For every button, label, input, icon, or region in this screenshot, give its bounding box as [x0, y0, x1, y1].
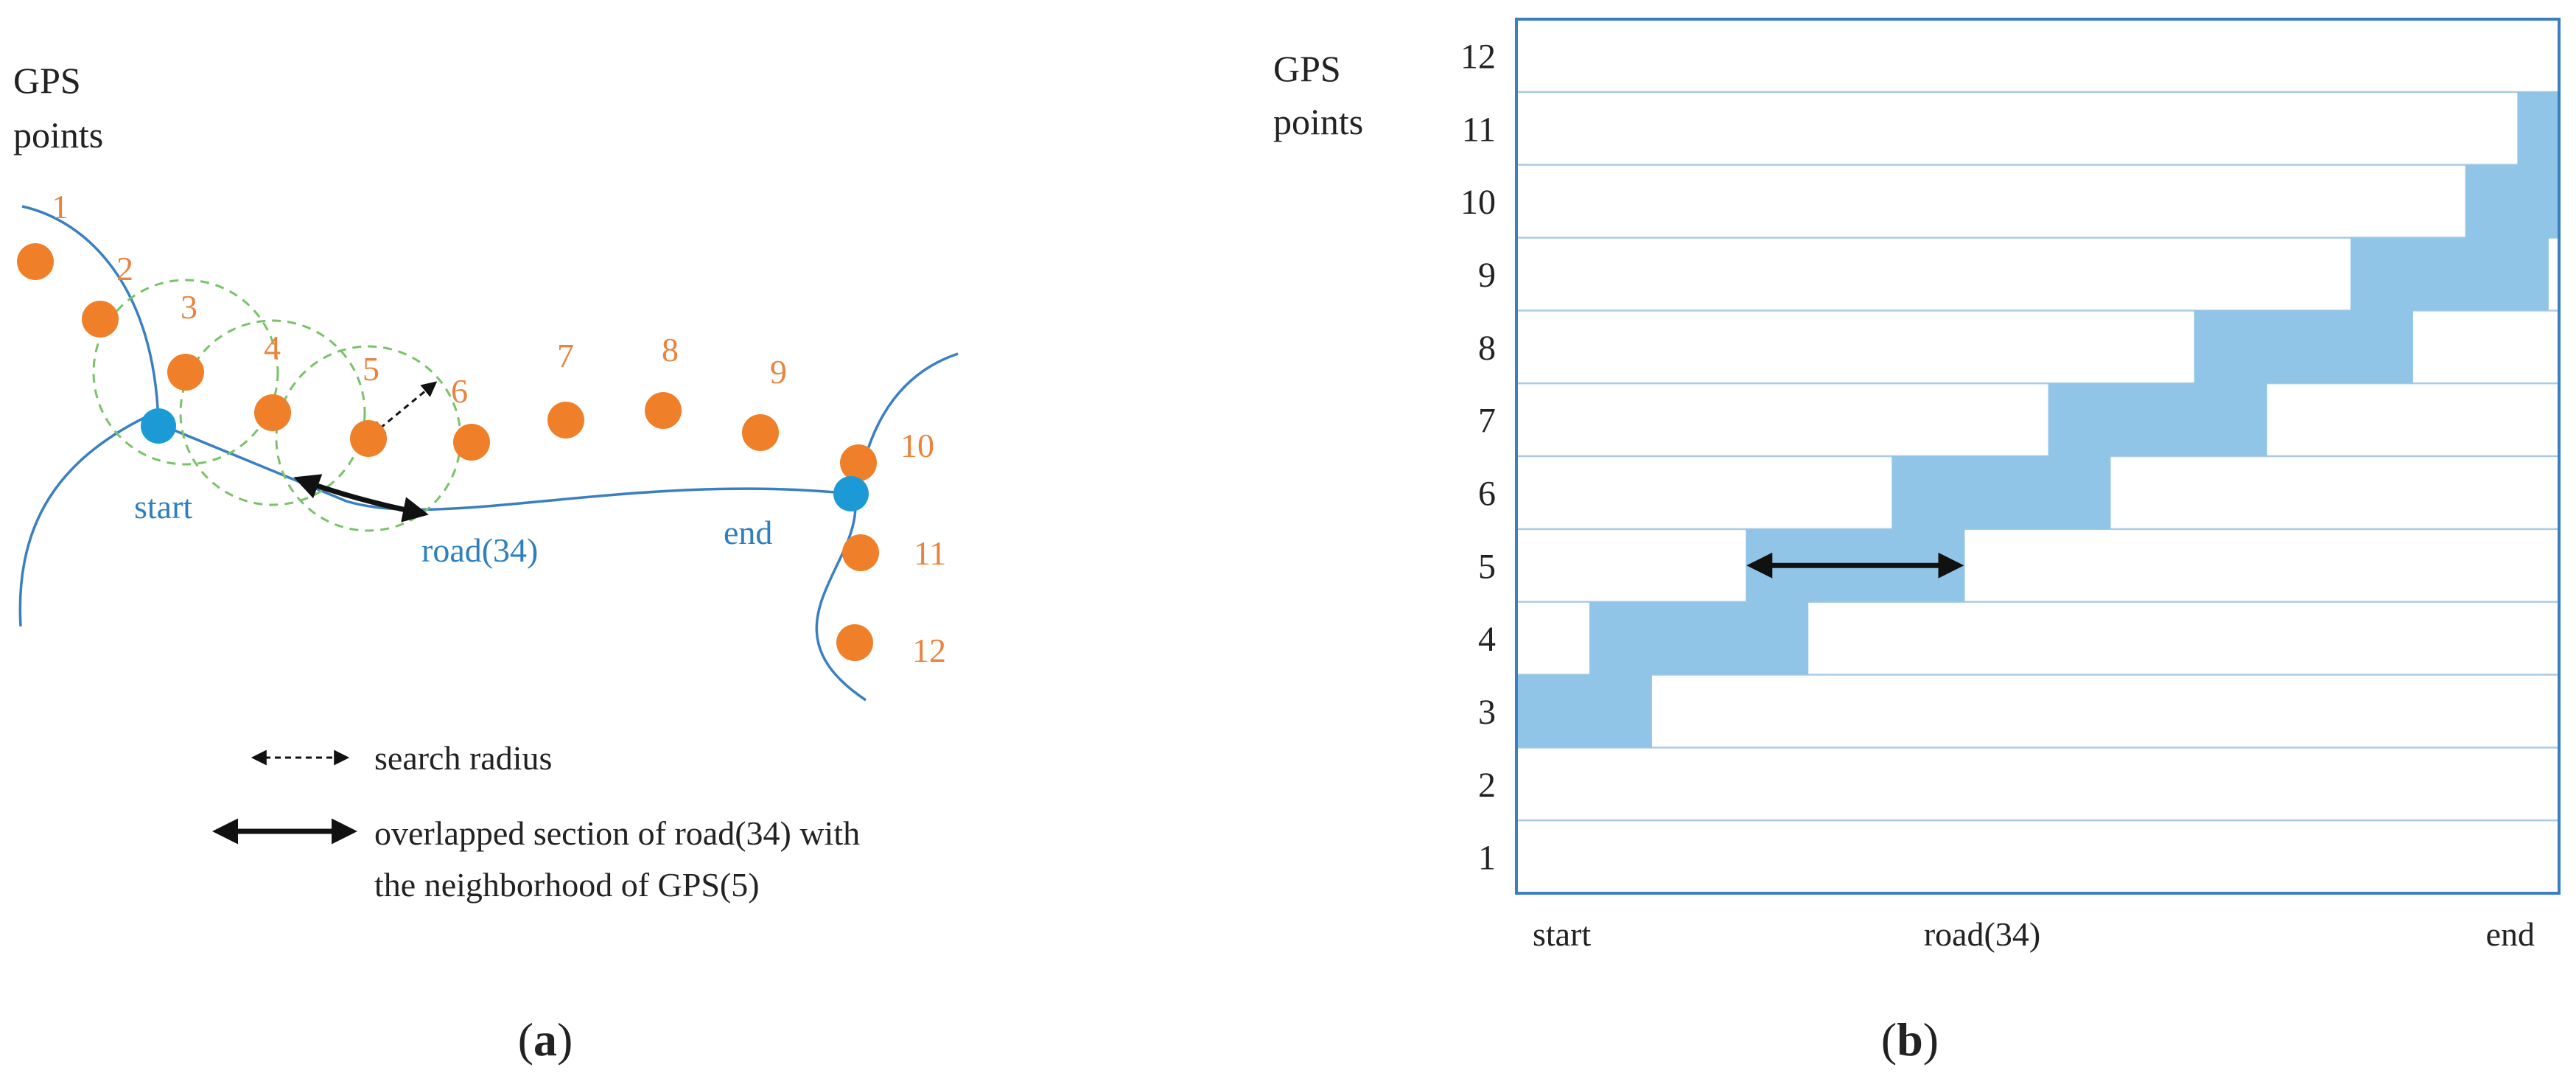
gps-point — [645, 392, 682, 429]
coverage-cell-gps-6 — [1891, 456, 2111, 529]
road-end-node — [833, 476, 869, 511]
legend: search radius overlapped section of road… — [212, 739, 860, 904]
gps-points — [17, 243, 879, 661]
road-end-label: end — [724, 514, 772, 551]
gps-point — [453, 424, 490, 461]
gps-point — [836, 624, 873, 661]
legend-overlap-label-line1: overlapped section of road(34) with — [374, 814, 860, 852]
search-radius-arrow — [369, 381, 438, 437]
gps-point — [167, 354, 204, 391]
gps-label: 6 — [451, 372, 468, 410]
gps-point-labels: 1 2 3 4 5 6 7 8 9 10 11 12 — [52, 188, 946, 669]
row-label: 3 — [1478, 693, 1496, 732]
row-label: 1 — [1478, 839, 1496, 878]
x-label-end: end — [2486, 915, 2535, 953]
caption-open: ( — [1881, 1013, 1897, 1066]
row-label: 7 — [1478, 402, 1496, 441]
panel-a: GPS points — [13, 60, 959, 1066]
coverage-cell-gps-8 — [2194, 310, 2413, 384]
gps-label: 4 — [264, 329, 281, 366]
gps-point — [254, 394, 291, 431]
grid-border — [1515, 18, 2561, 895]
gps-point — [350, 420, 387, 457]
legend-search-radius-label: search radius — [374, 739, 552, 777]
panel-b-gps-title-line1: GPS — [1273, 48, 1341, 89]
gps-point — [547, 402, 584, 439]
road-start-label: start — [134, 488, 192, 525]
caption-letter: a — [533, 1013, 557, 1066]
row-label: 9 — [1478, 256, 1496, 295]
caption-close: ) — [557, 1013, 573, 1066]
gps-label: 5 — [363, 350, 379, 388]
coverage-cell-gps-4 — [1589, 601, 1809, 675]
panel-a-gps-title-line1: GPS — [13, 60, 81, 101]
search-circle-gps4 — [179, 319, 366, 506]
coverage-cell-gps-3 — [1516, 674, 1652, 748]
gps-label: 10 — [900, 427, 934, 464]
gps-label: 3 — [181, 288, 197, 326]
road-name-label: road(34) — [421, 531, 538, 569]
gps-label: 11 — [914, 534, 946, 572]
panel-b-gps-title-line2: points — [1273, 101, 1363, 142]
gps-label: 1 — [52, 188, 69, 226]
coverage-cell-gps-7 — [2048, 383, 2267, 456]
panel-a-gps-title-line2: points — [13, 114, 103, 156]
gps-label: 7 — [557, 337, 574, 374]
x-label-start: start — [1533, 915, 1591, 953]
road-branch-left — [18, 411, 155, 627]
road-34-curve — [21, 205, 852, 511]
x-label-road: road(34) — [1924, 915, 2040, 953]
gps-label: 2 — [116, 250, 133, 287]
row-label: 6 — [1478, 474, 1496, 513]
row-label: 12 — [1460, 37, 1496, 76]
row-label: 2 — [1478, 766, 1496, 805]
coverage-cell-gps-9 — [2351, 237, 2549, 311]
gps-point — [840, 444, 877, 481]
row-label: 8 — [1478, 329, 1496, 368]
gps-point — [82, 301, 119, 338]
gps-label: 12 — [912, 632, 946, 669]
row-label: 5 — [1478, 547, 1496, 586]
row-label: 11 — [1462, 110, 1496, 149]
gps-label: 8 — [662, 331, 679, 368]
coverage-cell-gps-11 — [2517, 91, 2559, 165]
road-branch-right — [815, 352, 959, 702]
panel-b-caption: (b) — [1881, 1013, 1939, 1066]
overlap-section-arrow — [293, 474, 429, 523]
coverage-cells — [1516, 91, 2559, 748]
gps-point — [17, 243, 54, 280]
caption-letter: b — [1897, 1013, 1923, 1066]
gps-point — [742, 414, 779, 451]
legend-overlap-label-line2: the neighborhood of GPS(5) — [374, 866, 760, 904]
coverage-cell-gps-10 — [2465, 164, 2559, 238]
caption-open: ( — [518, 1013, 533, 1066]
search-circle-gps3 — [92, 279, 279, 466]
row-label: 10 — [1460, 183, 1496, 222]
row-label: 4 — [1478, 620, 1496, 659]
gps-point — [842, 534, 879, 571]
caption-close: ) — [1923, 1013, 1939, 1066]
road-start-node — [141, 408, 176, 444]
gps-label: 9 — [770, 353, 787, 391]
panel-a-caption: (a) — [518, 1013, 573, 1066]
